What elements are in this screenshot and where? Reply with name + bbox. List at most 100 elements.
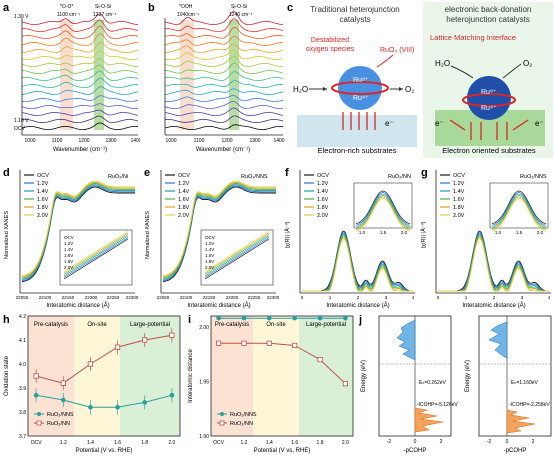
spectrum-line: [21, 33, 139, 47]
c-o2-left: O₂: [405, 85, 414, 94]
panel-e: e OCV 1.2V 1.4V 1.6V 1.8V 2.0V RuO₂/NNS OCV 1.…: [141, 165, 280, 310]
panel-c: c Traditional heterojunction catalysts D…: [285, 0, 554, 160]
h-legend: RuO₂/NNS RuO₂/NN: [34, 412, 74, 427]
x-tick: 1.2: [60, 440, 67, 446]
inset-legend-label: 2.0V: [205, 265, 214, 270]
legend-label: 1.2V: [178, 181, 190, 187]
panel-j: j Eₙ=0.262eV -ICOHP=-5.126eV Energy (eV)…: [357, 312, 554, 455]
spectrum-line: [164, 71, 284, 81]
data-point: [317, 315, 323, 321]
exafs-line: [302, 230, 413, 292]
spectrum-line: [21, 64, 139, 74]
inset-line: [63, 237, 129, 278]
spectrum-line: [164, 10, 284, 26]
h-yticks: 3.7 3.8 3.9 4.0 4.1 4.2: [19, 314, 26, 440]
legend-label: OCV: [178, 173, 190, 179]
chart-h: [33, 328, 175, 415]
a-xtick: 1200: [78, 138, 89, 144]
panel-b-label: b: [148, 2, 155, 14]
y-tick: 4.2: [19, 314, 26, 320]
c-ru-top: Ru⁸⁺: [353, 77, 369, 84]
data-point: [317, 357, 323, 363]
panel-g: g OCV 1.2V 1.4V 1.6V 1.8V 2.0V RuO₂/NNS 1.0 1…: [418, 165, 554, 310]
legend-label: 1.6V: [178, 197, 190, 203]
xanes-line: [21, 180, 135, 277]
legend-label: 1.4V: [178, 189, 190, 195]
d-xtick: 22050: [16, 295, 29, 300]
f-xtick: 2: [357, 295, 360, 300]
d-ylabel: Normalized XANES: [4, 211, 10, 259]
c-right-title-2: heterojunction catalysts: [446, 15, 530, 24]
c-right-sub: Electron oriented substrates: [442, 146, 536, 155]
spectrum-line: [21, 77, 139, 89]
spectrum-line: [21, 42, 139, 54]
legend-d: OCV 1.2V 1.4V 1.6V 1.8V 2.0V: [24, 173, 49, 219]
g-tag: RuO₂/NNS: [520, 174, 547, 180]
data-point: [343, 315, 348, 321]
legend-label: 1.2V: [453, 181, 465, 187]
legend-label: OCV: [453, 173, 465, 179]
e-xtick: 22300: [267, 295, 279, 300]
inset-line: [63, 238, 129, 280]
inset-line: [491, 190, 547, 225]
inset-line: [63, 234, 129, 275]
d-xtick: 22100: [39, 295, 52, 300]
exafs-g: [438, 230, 549, 292]
f-tag: RuO₂/NN: [388, 174, 411, 180]
b-xlabel: Wavenumber (cm⁻¹): [196, 147, 250, 153]
spectrum-line: [164, 26, 284, 40]
x-tick: 1.8: [141, 440, 148, 446]
f-xtick: 0: [301, 295, 304, 300]
legend-label: 1.6V: [317, 197, 329, 203]
x-tick: 1.4: [87, 440, 94, 446]
g-inset-tick: 2.0: [537, 230, 544, 235]
j-right-xtick: -2: [487, 439, 492, 445]
chart-i: [216, 315, 348, 387]
inset-legend-label: 1.6V: [205, 253, 214, 258]
band-highlight-sios: [94, 20, 104, 130]
series-line: [35, 334, 172, 384]
spectrum-line: [21, 13, 139, 25]
b-xtick: 1200: [221, 138, 232, 144]
spectrum-line: [164, 115, 284, 124]
i-xlabel: Potential (V vs. RHE): [254, 448, 311, 454]
panel-c-label: c: [287, 2, 293, 14]
inset-line: [355, 198, 411, 232]
legend-label: 2.0V: [178, 213, 190, 219]
data-point: [142, 400, 148, 405]
c-left-particle: [338, 66, 382, 110]
y-tick: 2.00: [199, 325, 209, 331]
xanes-e: [162, 180, 276, 283]
g-xtick: 0: [437, 295, 440, 300]
inset-legend-label: 1.4V: [205, 247, 214, 252]
inset-line: [204, 234, 270, 275]
inset-legend-label: 1.8V: [205, 259, 214, 264]
spectrum-line: [21, 115, 139, 123]
b-band2-label: Si-O-Si: [231, 4, 247, 10]
data-point: [60, 380, 66, 386]
h-region-label: On-site: [87, 322, 107, 328]
data-point: [216, 315, 221, 321]
f-xtick: 1: [329, 295, 332, 300]
inset-line: [355, 196, 411, 231]
j-right-antibonding: [506, 409, 536, 434]
h-xlabel: Potential (V vs. RHE): [76, 448, 133, 454]
band2-wn: 1237 cm⁻¹: [93, 12, 117, 18]
panel-b: b *OOH 1040cm⁻¹ Si-O-Si 1240 cm⁻¹ 1000 1…: [145, 0, 285, 155]
inset-line: [63, 232, 129, 274]
c-right-title: electronic back-donation: [445, 5, 532, 14]
legend-label: 1.4V: [453, 189, 465, 195]
spectrum-line: [165, 18, 284, 33]
inset-line: [204, 231, 270, 272]
legend-label: 1.4V: [37, 189, 49, 195]
panel-i-label: i: [188, 314, 191, 326]
band1-wn: 1100 cm⁻¹: [57, 12, 80, 18]
g-xtick: 3: [521, 295, 524, 300]
h-region-label: Large-potential: [130, 322, 170, 328]
a-xtick: 1300: [105, 138, 116, 144]
series-line: [36, 394, 173, 408]
inset-line: [204, 235, 270, 277]
